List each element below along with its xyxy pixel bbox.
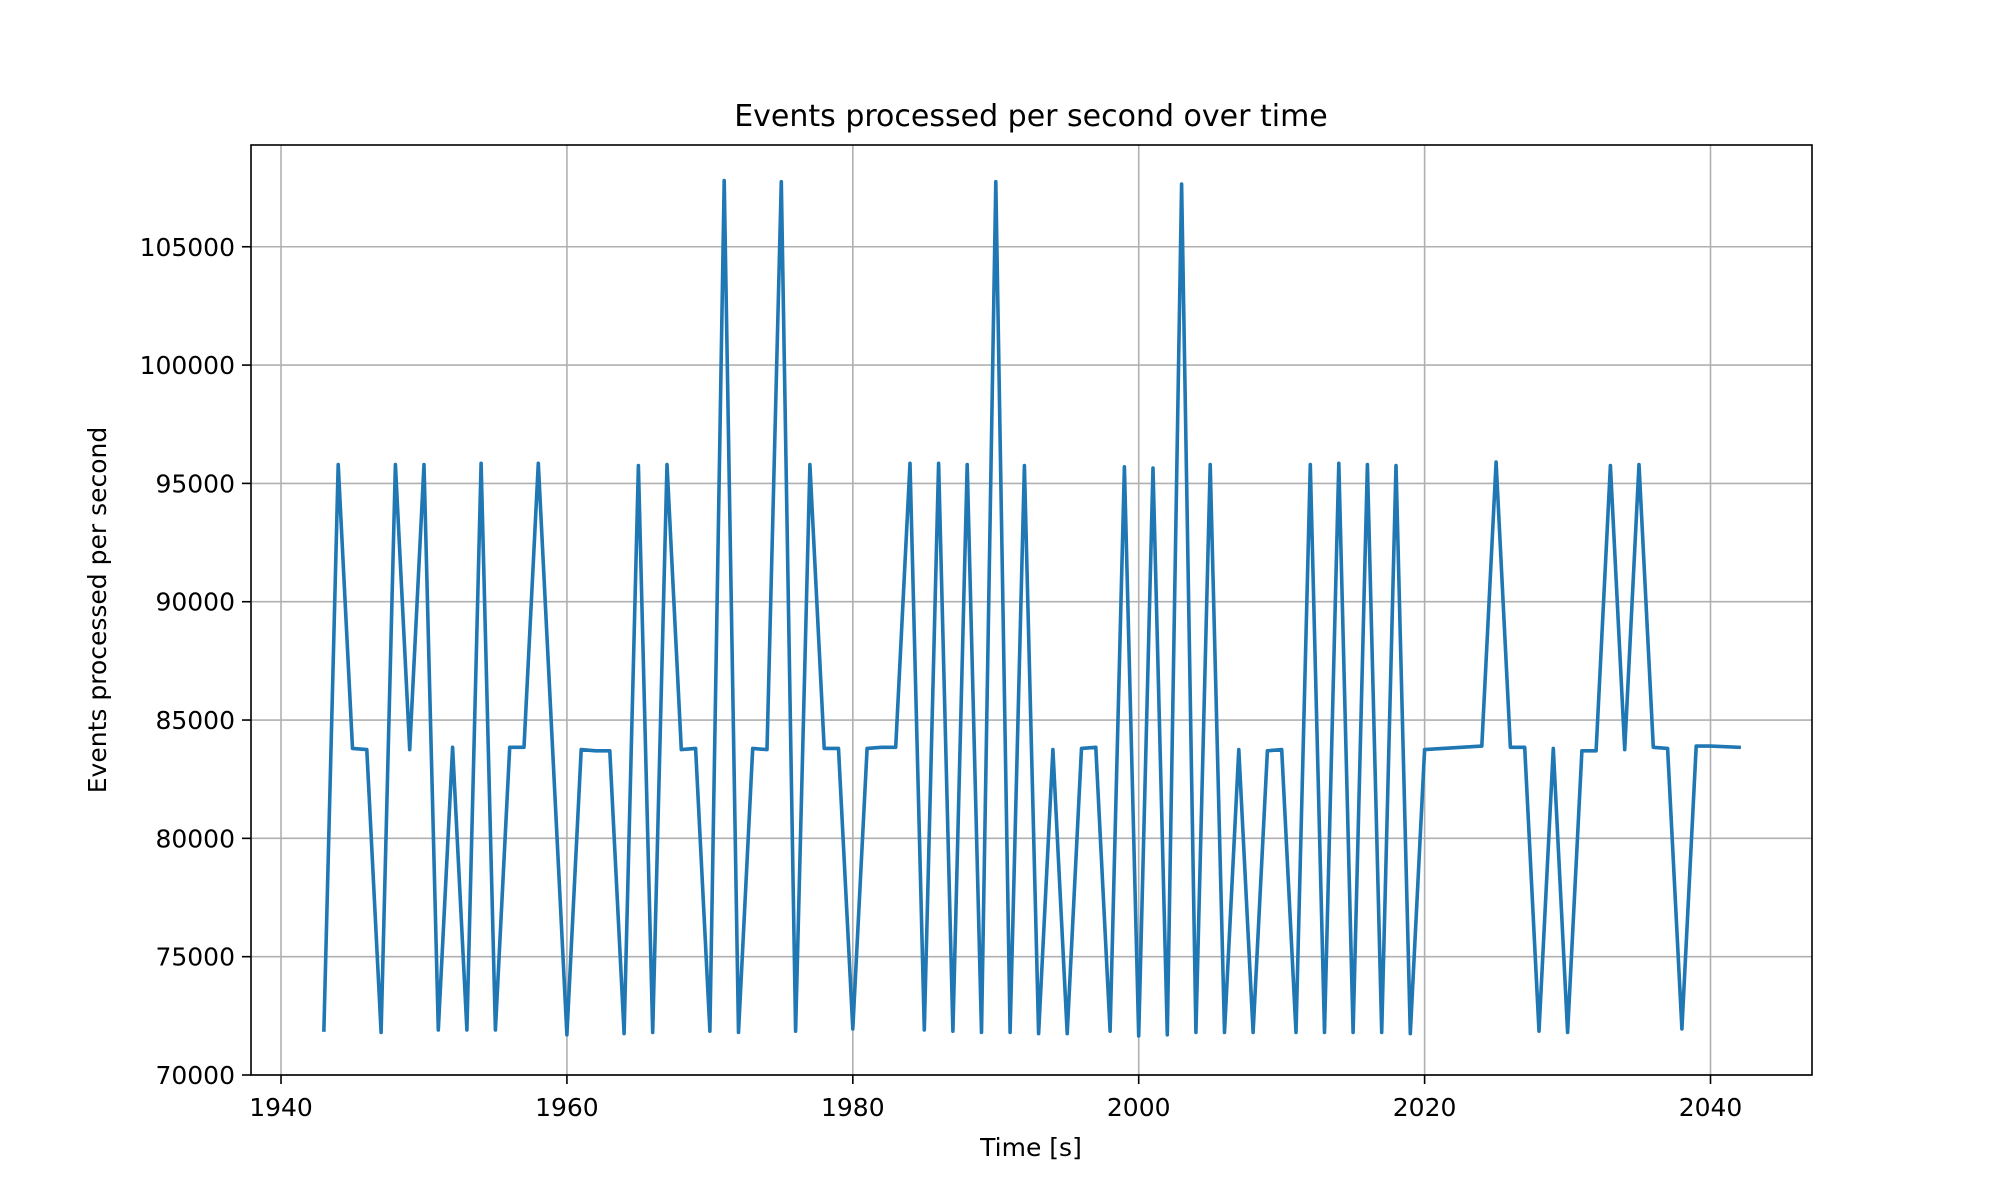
x-tick-label: 1960 [535,1093,599,1122]
x-tick-label: 1980 [821,1093,885,1122]
y-tick-label: 100000 [140,351,235,380]
x-axis-label: Time [s] [979,1133,1082,1162]
series-line [322,178,1741,1038]
y-tick-label: 85000 [155,706,235,735]
y-axis-ticks: 70000 75000 80000 85000 90000 95000 100000 1050… [140,233,251,1090]
plot-frame [250,144,1813,1076]
grid-lines [251,145,1812,1076]
x-axis-ticks: 1940 1960 1980 2000 2020 2040 [249,1075,1742,1122]
y-tick-label: 70000 [155,1061,235,1090]
y-tick-label: 90000 [155,588,235,617]
x-tick-label: 2020 [1393,1093,1457,1122]
y-tick-label: 95000 [155,469,235,498]
y-tick-label: 105000 [140,233,235,262]
x-tick-label: 1940 [249,1093,313,1122]
y-tick-label: 80000 [155,824,235,853]
x-tick-label: 2000 [1107,1093,1171,1122]
series-layer [322,178,1741,1038]
x-tick-label: 2040 [1679,1093,1743,1122]
y-tick-label: 75000 [155,943,235,972]
chart-title: Events processed per second over time [734,99,1328,134]
y-axis-label: Events processed per second [83,427,112,794]
